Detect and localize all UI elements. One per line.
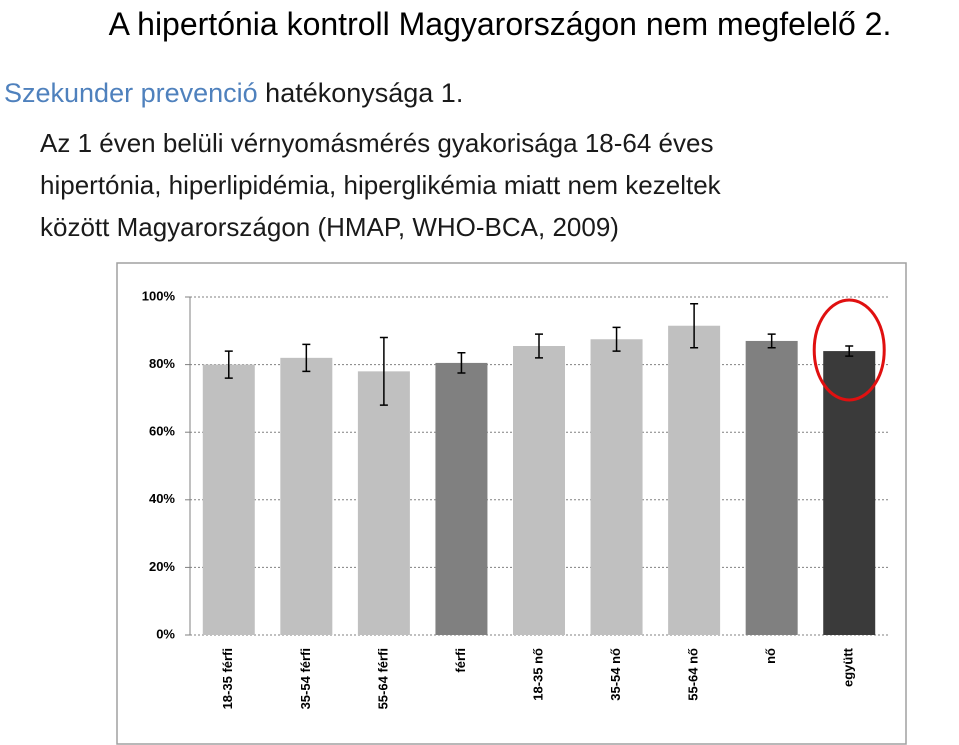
x-tick-label: férfi [453, 648, 468, 673]
body-line: hipertónia, hiperlipidémia, hiperglikémi… [40, 170, 721, 200]
error-bar [845, 345, 854, 357]
body-line: Az 1 éven belüli vérnyomásmérés gyakoris… [40, 128, 714, 158]
error-bar [379, 336, 388, 406]
x-tick-label: 18-35 férfi [220, 648, 235, 709]
y-tick-label: 20% [149, 559, 175, 574]
x-tick-label: 35-54 férfi [298, 648, 313, 709]
x-tick-label: együtt [841, 647, 856, 687]
error-bar [535, 333, 543, 359]
y-tick-label: 100% [142, 288, 176, 303]
y-tick-label: 60% [149, 424, 175, 439]
x-tick-label: 18-35 nő [530, 648, 545, 701]
x-tick-label: 55-64 férfi [375, 648, 390, 709]
subtitle-rest: hatékonysága 1. [265, 78, 464, 108]
bar [202, 364, 255, 635]
error-bar [457, 352, 466, 374]
bar [435, 362, 488, 635]
error-bar [224, 350, 233, 379]
x-tick-label: 35-54 nő [608, 648, 623, 701]
x-tick-label: 55-64 nő [686, 648, 701, 701]
error-bar [767, 333, 776, 349]
body-line: között Magyarországon (HMAP, WHO-BCA, 20… [40, 212, 619, 242]
y-tick-label: 0% [156, 626, 175, 641]
bar [357, 371, 410, 635]
bar [513, 346, 565, 635]
y-tick-label: 80% [149, 356, 175, 371]
x-tick-label: nő [763, 648, 778, 664]
error-bar [612, 326, 621, 352]
subtitle-highlight: Szekunder prevenció [4, 78, 258, 108]
bar [280, 357, 333, 635]
error-bar [690, 303, 699, 349]
bar [745, 340, 798, 635]
subtitle: Szekunder prevenció hatékonysága 1. [4, 78, 463, 109]
highlight-circle [812, 298, 886, 402]
bar [590, 339, 643, 635]
y-tick-label: 40% [149, 491, 175, 506]
error-bar [302, 343, 311, 373]
bar [823, 351, 876, 635]
slide-title: A hipertónia kontroll Magyarországon nem… [108, 6, 892, 42]
bar [668, 325, 721, 635]
